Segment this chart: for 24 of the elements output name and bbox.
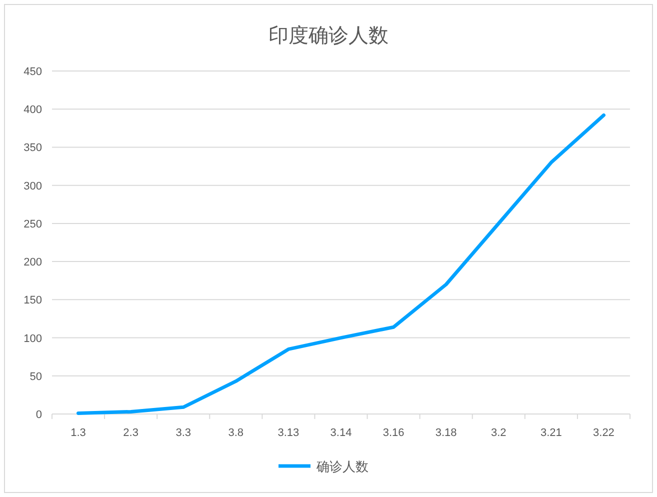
x-tick-label: 3.16 [382, 427, 404, 439]
y-tick-label: 450 [24, 66, 42, 78]
chart-title: 印度确诊人数 [268, 25, 388, 47]
x-tick-label: 3.22 [593, 427, 614, 439]
y-tick-label: 300 [24, 180, 42, 192]
x-tick-label: 3.14 [330, 427, 352, 439]
x-tick-label: 3.21 [540, 427, 562, 439]
y-tick-label: 350 [24, 142, 42, 154]
y-tick-label: 0 [36, 409, 42, 421]
x-tick-label: 3.18 [435, 427, 457, 439]
x-tick-label: 1.3 [70, 427, 86, 439]
x-tick-label: 2.3 [123, 427, 138, 439]
y-tick-label: 100 [24, 332, 42, 345]
x-tick-label: 3.13 [278, 427, 300, 439]
y-tick-label: 200 [24, 256, 42, 269]
line-series [76, 113, 606, 415]
y-tick-label: 50 [30, 370, 42, 383]
x-tick-label: 3.2 [490, 427, 506, 439]
x-tick-label: 3.8 [228, 427, 244, 439]
y-tick-label: 150 [24, 294, 42, 307]
x-tick-label: 3.3 [176, 427, 192, 439]
y-tick-label: 250 [24, 218, 42, 230]
y-tick-label: 400 [24, 104, 42, 116]
legend-label: 确诊人数 [316, 459, 368, 474]
